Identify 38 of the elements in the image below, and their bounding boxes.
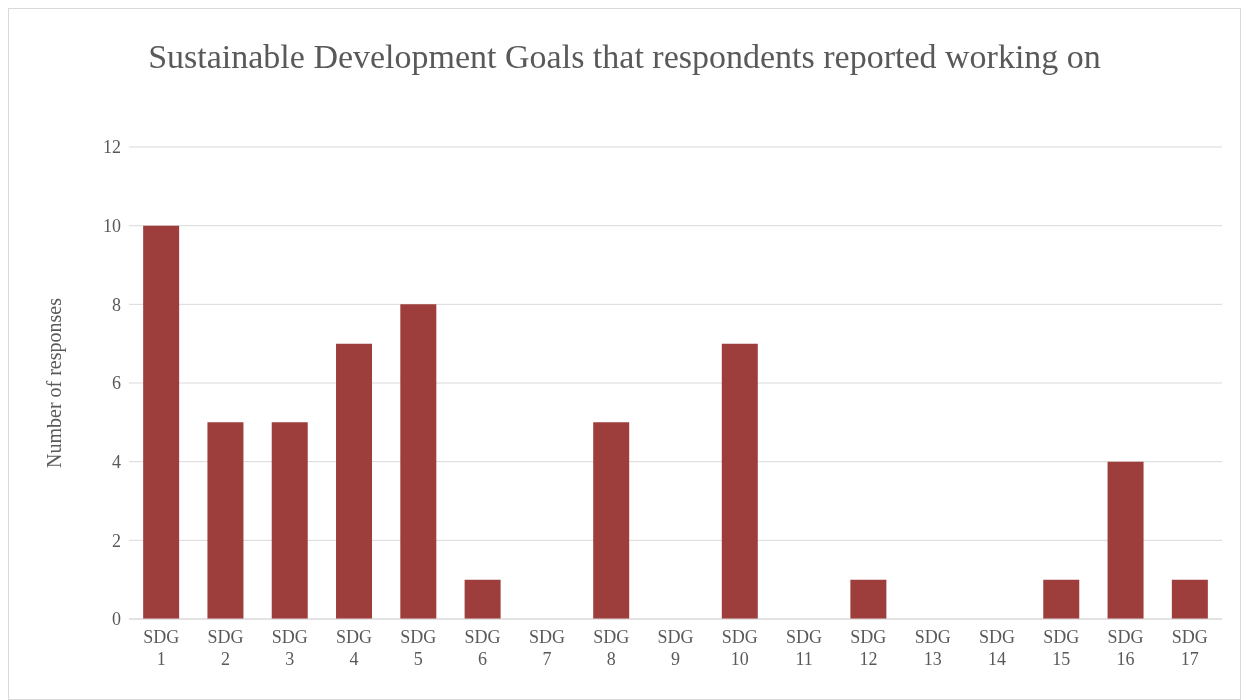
x-tick-label: SDG 10: [721, 627, 758, 669]
x-tick-label: SDG 9: [657, 627, 694, 669]
y-axis-title: Number of responses: [43, 297, 67, 468]
x-tick-label: SDG 8: [593, 627, 630, 669]
y-tick-label: 4: [112, 452, 121, 473]
bar: [1171, 579, 1208, 619]
bar: [721, 343, 758, 619]
x-tick-label: SDG 17: [1171, 627, 1208, 669]
x-tick-label: SDG 2: [207, 627, 244, 669]
bar: [850, 579, 887, 619]
bar: [143, 225, 180, 619]
x-tick-label: SDG 11: [786, 627, 823, 669]
bar: [336, 343, 373, 619]
bar: [464, 579, 501, 619]
y-tick-label: 8: [112, 294, 121, 315]
x-tick-label: SDG 1: [143, 627, 180, 669]
bar: [400, 304, 437, 619]
x-tick-label: SDG 13: [914, 627, 951, 669]
y-tick-label: 10: [103, 216, 121, 237]
x-tick-label: SDG 14: [978, 627, 1015, 669]
x-tick-label: SDG 3: [271, 627, 308, 669]
bar: [593, 422, 630, 619]
bar: [1107, 461, 1144, 619]
y-tick-label: 0: [112, 609, 121, 630]
y-tick-label: 2: [112, 530, 121, 551]
bar: [207, 422, 244, 619]
x-tick-label: SDG 12: [850, 627, 887, 669]
x-tick-label: SDG 7: [528, 627, 565, 669]
x-tick-label: SDG 6: [464, 627, 501, 669]
y-tick-label: 6: [112, 373, 121, 394]
x-tick-label: SDG 4: [336, 627, 373, 669]
bar: [1043, 579, 1080, 619]
bar: [271, 422, 308, 619]
x-tick-label: SDG 5: [400, 627, 437, 669]
x-tick-label: SDG 16: [1107, 627, 1144, 669]
x-tick-label: SDG 15: [1043, 627, 1080, 669]
y-tick-label: 12: [103, 137, 121, 158]
chart-title: Sustainable Development Goals that respondents reported working on: [147, 37, 1102, 77]
